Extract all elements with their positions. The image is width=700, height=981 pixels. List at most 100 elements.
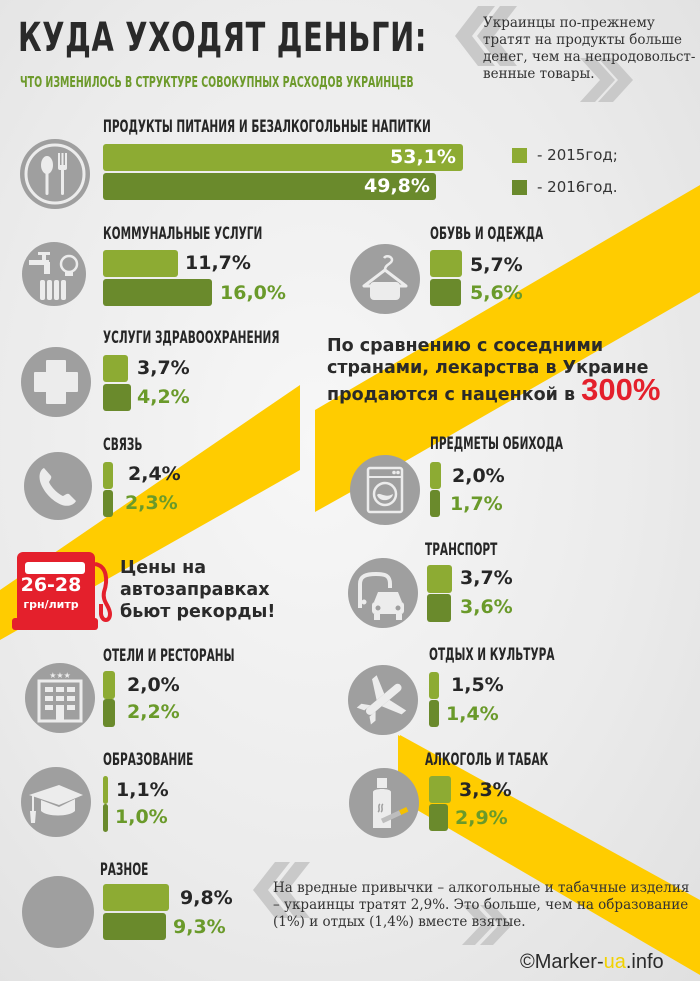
callout-line: странами, лекарства в Украине (327, 358, 649, 378)
page-title: КУДА УХОДЯТ ДЕНЬГИ: (18, 15, 428, 61)
callout-line: автозаправках (120, 580, 270, 600)
value-2015: 3,3% (459, 779, 512, 801)
quote-line: венные товары. (483, 66, 595, 82)
category-label: УСЛУГИ ЗДРАВООХРАНЕНИЯ (103, 328, 280, 348)
airplane-icon (348, 665, 418, 735)
quote-line: (1%) и отдых (1,4%) вместе взятые. (273, 914, 526, 930)
value-2016: 1,0% (115, 806, 168, 828)
value-2015: 9,8% (180, 887, 233, 909)
phone-icon (24, 452, 92, 520)
bar-2015 (103, 671, 115, 699)
value-2015: 5,7% (470, 254, 523, 276)
callout-line: Цены на (120, 558, 207, 578)
graduation-cap-icon (21, 767, 91, 837)
legend-swatch-2015 (512, 148, 527, 163)
fuel-pump-icon (12, 552, 112, 630)
quote-line: – украинцы тратят 2,9%. Это больше, чем … (273, 897, 689, 913)
value-2016: 1,7% (450, 493, 503, 515)
bar-2015 (103, 144, 463, 171)
bar-2015 (427, 565, 452, 593)
category-label: КОММУНАЛЬНЫЕ УСЛУГИ (103, 224, 263, 244)
page-subtitle: ЧТО ИЗМЕНИЛОСЬ В СТРУКТУРЕ СОВОКУПНЫХ РА… (20, 73, 414, 91)
quote-bottom: На вредные привычки – алкогольные и таба… (273, 880, 689, 931)
bar-2016 (103, 913, 166, 940)
hotel-icon: ★★★ (25, 663, 95, 733)
value-2015: 11,7% (185, 252, 251, 274)
value-2016: 9,3% (173, 916, 226, 938)
callout-line: продаются с наценкой в 300% (327, 374, 660, 406)
category-label: ПРЕДМЕТЫ ОБИХОДА (430, 434, 564, 454)
quote-line: На вредные привычки – алкогольные и таба… (273, 880, 690, 896)
value-2015: 1,5% (451, 674, 504, 696)
value-2016: 5,6% (470, 282, 523, 304)
value-2016: 4,2% (137, 386, 190, 408)
bar-2015 (103, 884, 169, 911)
fuel-price: 26-28 (20, 574, 82, 596)
quote-line: денег, чем на непродовольст- (483, 49, 696, 65)
credit-suffix: .info (625, 951, 664, 973)
quote-top: Украинцы по-прежнему тратят на продукты … (483, 15, 695, 83)
bar-2015 (429, 672, 439, 699)
credit-prefix: ©Marker- (520, 951, 604, 973)
fuel-text: Цены на автозаправках бьют рекорды! (120, 557, 275, 623)
value-2015: 53,1% (390, 146, 456, 168)
category-label: ПРОДУКТЫ ПИТАНИЯ И БЕЗАЛКОГОЛЬНЫЕ НАПИТК… (103, 117, 431, 137)
callout-line-text: продаются с наценкой в (327, 385, 576, 405)
yellow-band-bottom (400, 735, 700, 975)
category-label: ОБРАЗОВАНИЕ (103, 750, 194, 770)
category-label: ОБУВЬ И ОДЕЖДА (430, 224, 544, 244)
quote-close-icon (580, 58, 633, 102)
hanger-icon (350, 244, 420, 314)
bar-2016 (427, 594, 451, 622)
quote-line: Украинцы по-прежнему (483, 15, 655, 31)
value-2015: 3,7% (137, 357, 190, 379)
callout-line: бьют рекорды! (120, 602, 276, 622)
value-2015: 3,7% (460, 567, 513, 589)
utilities-icon (22, 242, 86, 306)
value-2015: 2,4% (128, 463, 181, 485)
quote-line: тратят на продукты больше (483, 32, 682, 48)
fuel-unit: грн/литр (23, 598, 79, 611)
category-label: РАЗНОЕ (100, 860, 149, 880)
category-label: СВЯЗЬ (103, 435, 143, 455)
category-label: ОТЕЛИ И РЕСТОРАНЫ (103, 646, 235, 666)
quote-open-icon (455, 6, 517, 66)
bar-2016 (103, 384, 131, 411)
category-label: ОТДЫХ И КУЛЬТУРА (429, 645, 555, 665)
value-2015: 1,1% (116, 779, 169, 801)
callout-line: По сравнению с соседними (327, 336, 604, 356)
svg-text:★★★: ★★★ (49, 671, 71, 680)
value-2016: 2,3% (125, 492, 178, 514)
bar-2016 (429, 804, 448, 831)
bar-2016 (429, 700, 439, 727)
callout-highlight: 300% (581, 372, 661, 407)
bar-2016 (103, 279, 212, 306)
circle-icon (22, 876, 94, 948)
bar-2015 (430, 250, 462, 277)
legend-label-2016: - 2016год. (537, 178, 618, 196)
bar-2016 (103, 699, 115, 727)
legend-swatch-2016 (512, 180, 527, 195)
category-label: АЛКОГОЛЬ И ТАБАК (425, 750, 549, 770)
credit-ua: ua (603, 951, 626, 973)
medical-cross-icon (21, 347, 91, 417)
value-2016: 16,0% (220, 282, 286, 304)
bar-2015 (429, 776, 451, 803)
value-2016: 3,6% (460, 596, 513, 618)
vehicles-icon (348, 558, 418, 628)
bar-2015 (103, 250, 178, 277)
value-2015: 2,0% (452, 465, 505, 487)
bar-2016 (103, 173, 436, 200)
value-2016: 1,4% (446, 703, 499, 725)
credit: ©Marker-ua.info (520, 951, 664, 974)
bar-2015 (103, 355, 128, 382)
yellow-band-upper (315, 185, 700, 512)
bar-2016 (103, 490, 113, 517)
bar-2016 (430, 279, 461, 306)
bottle-cigarette-icon (349, 768, 419, 838)
callout-medicine: По сравнению с соседними странами, лекар… (327, 335, 660, 406)
value-2016: 49,8% (364, 175, 430, 197)
category-label: ТРАНСПОРТ (425, 540, 498, 560)
value-2016: 2,2% (127, 701, 180, 723)
value-2016: 2,9% (455, 807, 508, 829)
